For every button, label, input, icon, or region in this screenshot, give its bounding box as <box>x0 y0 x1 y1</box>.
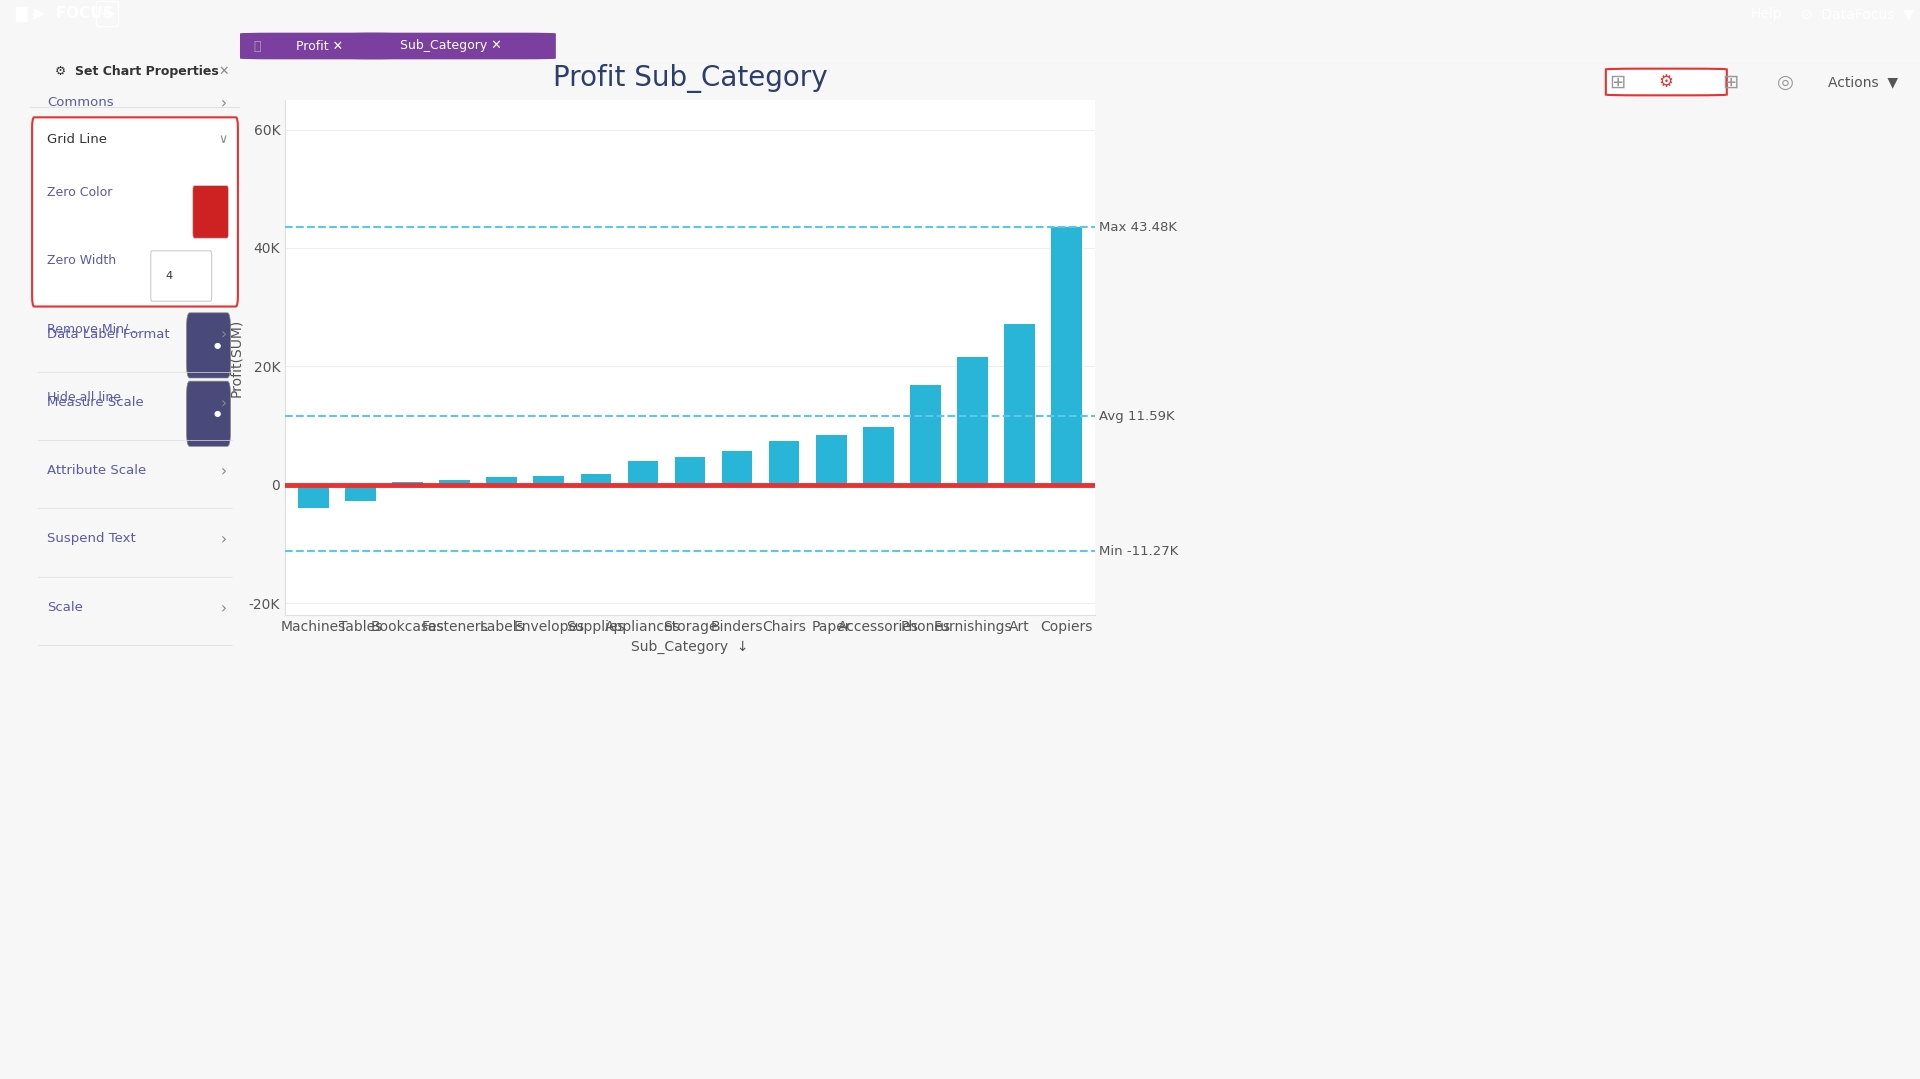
Text: ⚙  Set Chart Properties: ⚙ Set Chart Properties <box>56 65 219 78</box>
Bar <box>534 476 564 484</box>
Text: ›: › <box>221 96 227 111</box>
FancyBboxPatch shape <box>152 250 211 301</box>
Text: ⚙: ⚙ <box>1659 73 1674 91</box>
Bar <box>722 451 753 484</box>
Text: ⊞: ⊞ <box>1609 72 1626 92</box>
Bar <box>768 441 799 484</box>
Text: Grid Line: Grid Line <box>46 133 108 146</box>
Text: Sub_Category ✕: Sub_Category ✕ <box>399 40 501 53</box>
Text: ›: › <box>221 396 227 411</box>
Bar <box>346 484 376 501</box>
FancyBboxPatch shape <box>186 313 230 378</box>
Text: Help: Help <box>1751 6 1782 21</box>
Bar <box>440 480 470 484</box>
Bar <box>674 457 705 484</box>
Text: Min -11.27K: Min -11.27K <box>1098 545 1179 558</box>
Text: ›: › <box>221 464 227 479</box>
Text: ✕: ✕ <box>219 65 228 78</box>
Text: Zero Color: Zero Color <box>46 186 111 199</box>
Text: Data Label Format: Data Label Format <box>46 328 169 341</box>
Text: Hide all line: Hide all line <box>46 391 121 404</box>
Text: ›: › <box>221 532 227 547</box>
Text: ◎: ◎ <box>1778 72 1793 92</box>
Text: ●: ● <box>213 341 221 350</box>
Text: 4: 4 <box>165 271 173 281</box>
Y-axis label: Profit(SUM): Profit(SUM) <box>228 318 244 397</box>
Text: +: + <box>100 5 115 23</box>
Text: 🔍: 🔍 <box>253 40 261 53</box>
FancyBboxPatch shape <box>346 32 557 59</box>
Text: Suspend Text: Suspend Text <box>46 532 136 546</box>
Bar <box>580 475 611 484</box>
Text: ▐▌▶  FOCUS: ▐▌▶ FOCUS <box>10 6 113 22</box>
Text: ›: › <box>221 328 227 342</box>
Text: ●: ● <box>213 409 221 419</box>
FancyBboxPatch shape <box>186 381 230 447</box>
Text: Actions  ▼: Actions ▼ <box>1828 76 1897 88</box>
Title: Profit Sub_Category: Profit Sub_Category <box>553 64 828 93</box>
Bar <box>486 477 516 484</box>
Text: Commons: Commons <box>46 96 113 109</box>
Text: ›: › <box>221 601 227 616</box>
Text: Zero Width: Zero Width <box>46 254 115 267</box>
Text: Avg 11.59K: Avg 11.59K <box>1098 410 1175 423</box>
Bar <box>816 435 847 484</box>
X-axis label: Sub_Category  ↓: Sub_Category ↓ <box>632 640 749 654</box>
FancyBboxPatch shape <box>192 186 228 238</box>
Bar <box>628 461 659 484</box>
Bar <box>1004 324 1035 484</box>
Bar <box>864 427 893 484</box>
Text: Profit ✕: Profit ✕ <box>296 40 344 53</box>
FancyBboxPatch shape <box>1605 69 1726 95</box>
Text: Measure Scale: Measure Scale <box>46 396 144 409</box>
Bar <box>910 385 941 484</box>
FancyBboxPatch shape <box>240 32 399 59</box>
Bar <box>392 482 422 484</box>
FancyBboxPatch shape <box>33 118 238 306</box>
Text: ∨: ∨ <box>219 133 228 146</box>
Text: ⊙  DataFocus  ▼: ⊙ DataFocus ▼ <box>1801 6 1914 21</box>
Text: Scale: Scale <box>46 601 83 614</box>
Text: Attribute Scale: Attribute Scale <box>46 464 146 477</box>
Bar <box>1052 228 1083 484</box>
Bar <box>958 357 989 484</box>
Text: Remove Min/...: Remove Min/... <box>46 323 140 336</box>
Bar <box>298 484 328 508</box>
Text: Max 43.48K: Max 43.48K <box>1098 221 1177 234</box>
Text: ⊞: ⊞ <box>1722 72 1738 92</box>
